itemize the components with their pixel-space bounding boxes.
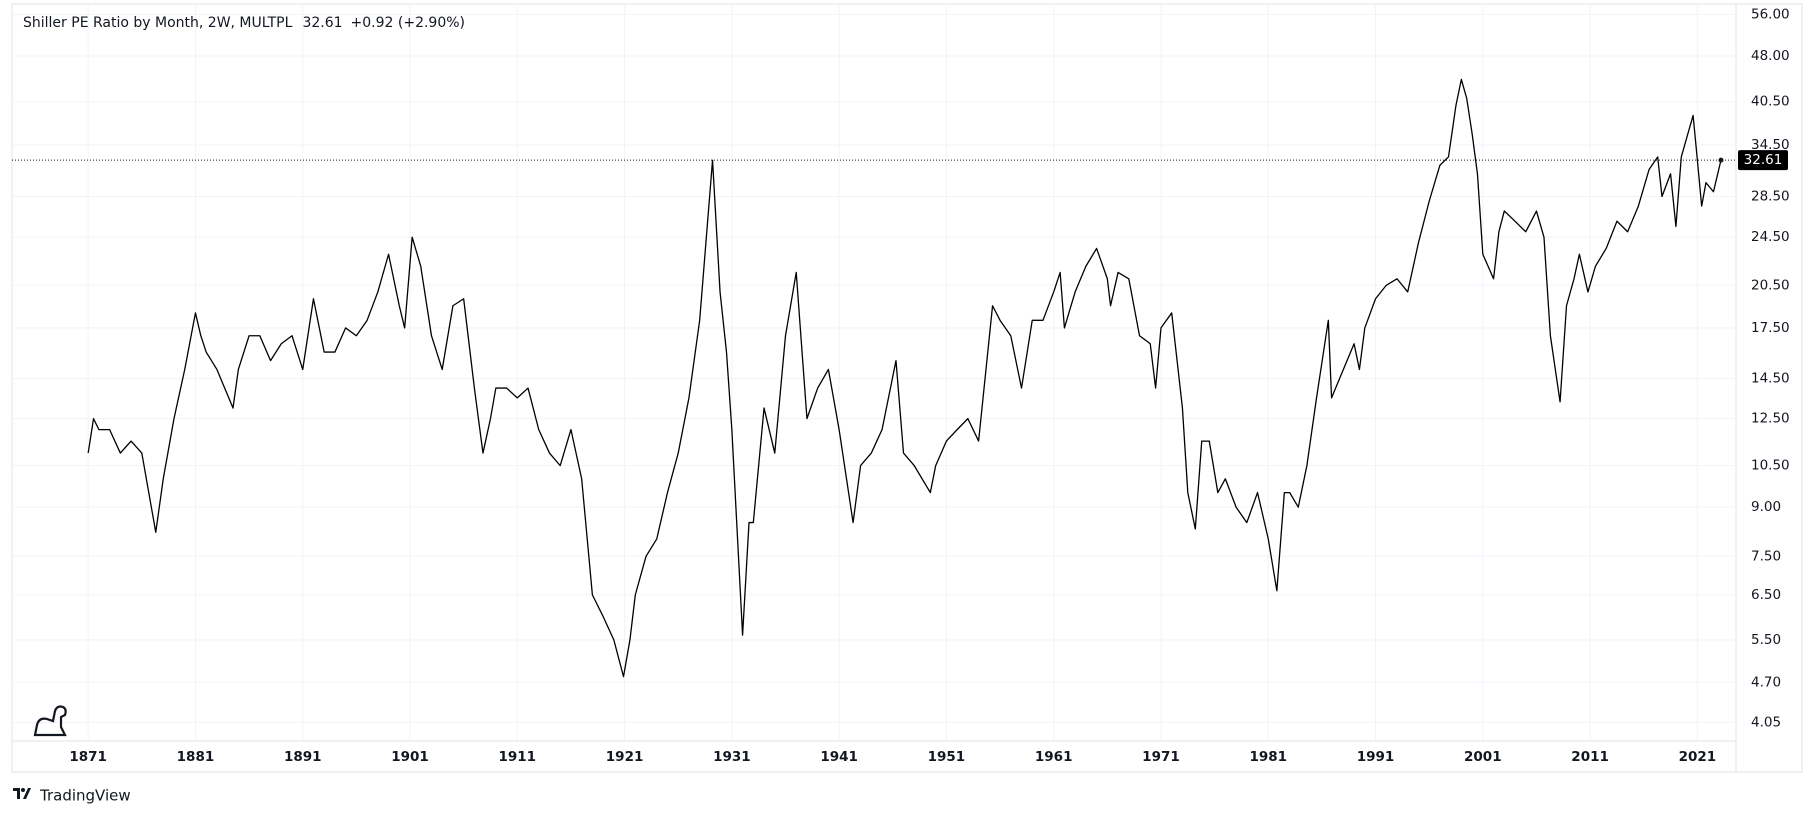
y-tick-label: 14.50 <box>1751 371 1790 387</box>
y-tick-label: 4.05 <box>1751 714 1781 730</box>
plot <box>12 78 1736 678</box>
x-tick-label: 1871 <box>69 749 107 765</box>
logo-icon <box>33 705 67 737</box>
y-tick-label: 20.50 <box>1751 277 1790 293</box>
x-tick-label: 1931 <box>713 749 751 765</box>
legend-price: 32.61 <box>302 15 342 31</box>
x-tick-label: 2011 <box>1571 749 1609 765</box>
x-tick-label: 1951 <box>928 749 966 765</box>
legend-change: +0.92 (+2.90%) <box>351 15 465 31</box>
x-tick-label: 1881 <box>177 749 215 765</box>
x-tick-label: 1971 <box>1142 749 1180 765</box>
last-price-box <box>1738 150 1788 171</box>
x-tick-label: 1901 <box>391 749 429 765</box>
y-tick-label: 5.50 <box>1751 632 1781 648</box>
price-line <box>87 78 1722 678</box>
y-tick-label: 28.50 <box>1751 188 1790 204</box>
chart-title: Shiller PE Ratio by Month, 2W, MULTPL <box>23 15 293 31</box>
labels: 4.05 4.70 5.50 6.50 7.50 9.00 10.50 12.50 14.50 1… <box>69 6 1789 765</box>
brand-name: TradingView <box>39 787 131 805</box>
x-tick-label: 2001 <box>1464 749 1502 765</box>
x-tick-label: 1941 <box>820 749 858 765</box>
frame <box>11 3 1803 773</box>
y-tick-label: 40.50 <box>1751 94 1790 110</box>
y-tick-label: 12.50 <box>1751 411 1790 427</box>
y-tick-label: 6.50 <box>1751 587 1781 603</box>
x-tick-label: 1911 <box>499 749 537 765</box>
x-tick-label: 2021 <box>1679 749 1717 765</box>
grid <box>12 4 1736 741</box>
x-tick-label: 1891 <box>284 749 322 765</box>
y-tick-label: 7.50 <box>1751 548 1781 564</box>
y-tick-label: 48.00 <box>1751 48 1790 64</box>
last-point <box>1718 157 1724 163</box>
y-tick-label: 56.00 <box>1751 6 1790 22</box>
y-tick-label: 17.50 <box>1751 320 1790 336</box>
y-tick-label: 9.00 <box>1751 499 1781 515</box>
last-price-label: 32.61 <box>1744 152 1783 168</box>
x-tick-label: 1921 <box>606 749 644 765</box>
x-tick-label: 1961 <box>1035 749 1073 765</box>
y-tick-label: 34.50 <box>1751 137 1790 153</box>
y-tick-label: 4.70 <box>1751 674 1781 690</box>
brand-mark <box>13 788 31 799</box>
x-tick-label: 1991 <box>1357 749 1395 765</box>
x-tick-label: 1981 <box>1249 749 1287 765</box>
y-tick-label: 10.50 <box>1751 458 1790 474</box>
y-tick-label: 24.50 <box>1751 229 1790 245</box>
